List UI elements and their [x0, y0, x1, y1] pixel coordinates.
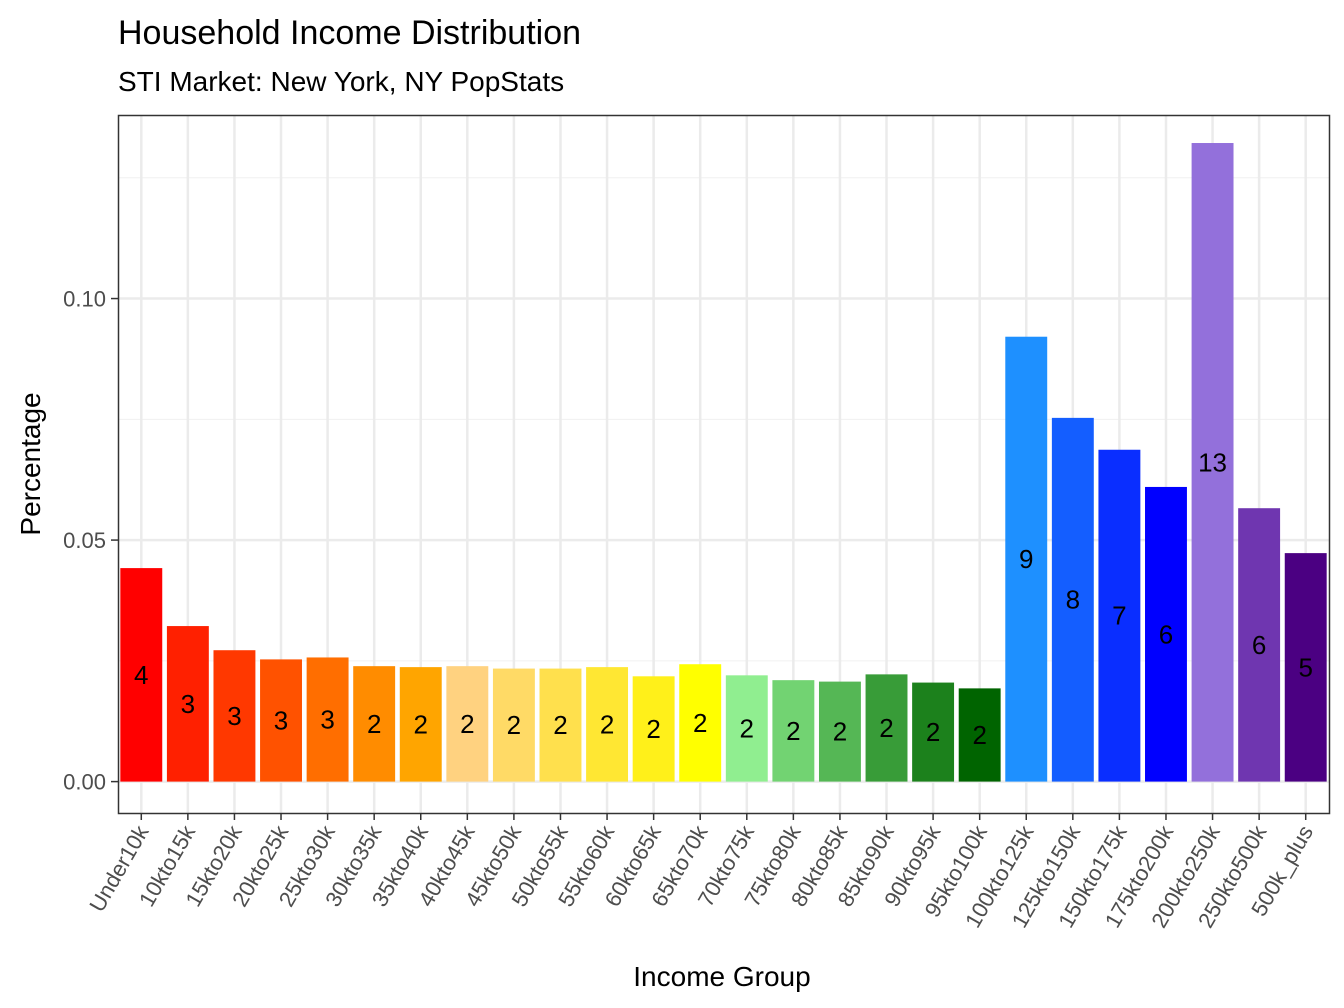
data-label-100kto125k: 9: [1019, 544, 1033, 574]
y-tick-label: 0.00: [63, 770, 106, 795]
bar-70kto75k: [725, 675, 768, 782]
bar-45kto50k: [492, 668, 535, 782]
bar-20kto25k: [260, 659, 302, 782]
data-labels: 4 3 3 3 3 2 2 2 2 2 2 2 2 2 2 2 2 2 2 9 8 7 6 13 6 5: [134, 447, 1313, 750]
y-axis: 0.00 0.05 0.10: [63, 287, 118, 795]
data-label-85kto90k: 2: [879, 713, 893, 743]
data-label-150kto175k: 7: [1112, 601, 1126, 631]
bars: [120, 143, 1327, 782]
data-label-15kto20k: 3: [227, 701, 241, 731]
data-label-90kto95k: 2: [926, 717, 940, 747]
bar-40kto45k: [446, 666, 489, 782]
bar-500k_plus: [1284, 553, 1327, 782]
data-label-50kto55k: 2: [553, 710, 567, 740]
bar-125kto150k: [1051, 417, 1094, 782]
y-tick-label: 0.05: [63, 528, 106, 553]
data-label-10kto15k: 3: [181, 689, 195, 719]
bar-65kto70k: [679, 664, 722, 782]
data-label-65kto70k: 2: [693, 708, 707, 738]
data-label-55kto60k: 2: [600, 709, 614, 739]
bar-55kto60k: [586, 667, 629, 782]
data-label-250kto500k: 6: [1252, 630, 1266, 660]
data-label-60kto65k: 2: [646, 714, 660, 744]
bar-35kto40k: [399, 667, 442, 782]
data-label-25kto30k: 3: [320, 705, 334, 735]
chart-subtitle: STI Market: New York, NY PopStats: [118, 66, 564, 97]
bar-250kto500k: [1238, 508, 1281, 782]
data-label-80kto85k: 2: [833, 717, 847, 747]
bar-15kto20k: [213, 650, 256, 782]
data-label-75kto80k: 2: [786, 716, 800, 746]
bar-50kto55k: [539, 668, 582, 782]
bar-90kto95k: [912, 682, 955, 782]
bar-200kto250k: [1191, 143, 1234, 782]
data-label-40kto45k: 2: [460, 709, 474, 739]
data-label-500k_plus: 5: [1298, 652, 1312, 682]
bar-150kto175k: [1098, 449, 1141, 782]
data-label-70kto75k: 2: [740, 713, 754, 743]
data-label-175kto200k: 6: [1159, 619, 1173, 649]
y-tick-label: 0.10: [63, 287, 106, 312]
x-axis: Under10k10kto15k15kto20k20kto25k25kto30k…: [84, 813, 1318, 932]
bar-95kto100k: [958, 688, 1001, 782]
bar-60kto65k: [632, 676, 675, 782]
data-label-95kto100k: 2: [972, 720, 986, 750]
data-label-30kto35k: 2: [367, 709, 381, 739]
bar-80kto85k: [818, 681, 861, 782]
bar-85kto90k: [865, 674, 908, 782]
x-axis-title: Income Group: [633, 961, 810, 992]
plot-panel-border: [117, 114, 1331, 815]
data-label-20kto25k: 3: [274, 705, 288, 735]
bar-Under10k: [120, 568, 163, 782]
bar-10kto15k: [166, 626, 209, 782]
data-label-35kto40k: 2: [414, 709, 428, 739]
bar-75kto80k: [772, 680, 815, 782]
data-label-200kto250k: 13: [1198, 447, 1227, 477]
chart-title: Household Income Distribution: [118, 14, 581, 52]
bar-25kto30k: [306, 657, 349, 782]
data-label-125kto150k: 8: [1066, 585, 1080, 615]
data-label-Under10k: 4: [134, 660, 148, 690]
y-axis-title: Percentage: [15, 392, 46, 535]
bar-175kto200k: [1145, 486, 1187, 782]
data-label-45kto50k: 2: [507, 710, 521, 740]
bar-100kto125k: [1005, 336, 1048, 782]
bar-30kto35k: [353, 666, 396, 782]
